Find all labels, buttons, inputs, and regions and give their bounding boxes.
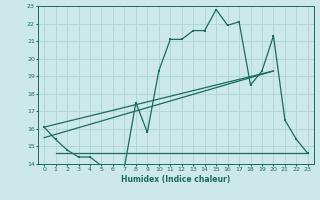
X-axis label: Humidex (Indice chaleur): Humidex (Indice chaleur) (121, 175, 231, 184)
